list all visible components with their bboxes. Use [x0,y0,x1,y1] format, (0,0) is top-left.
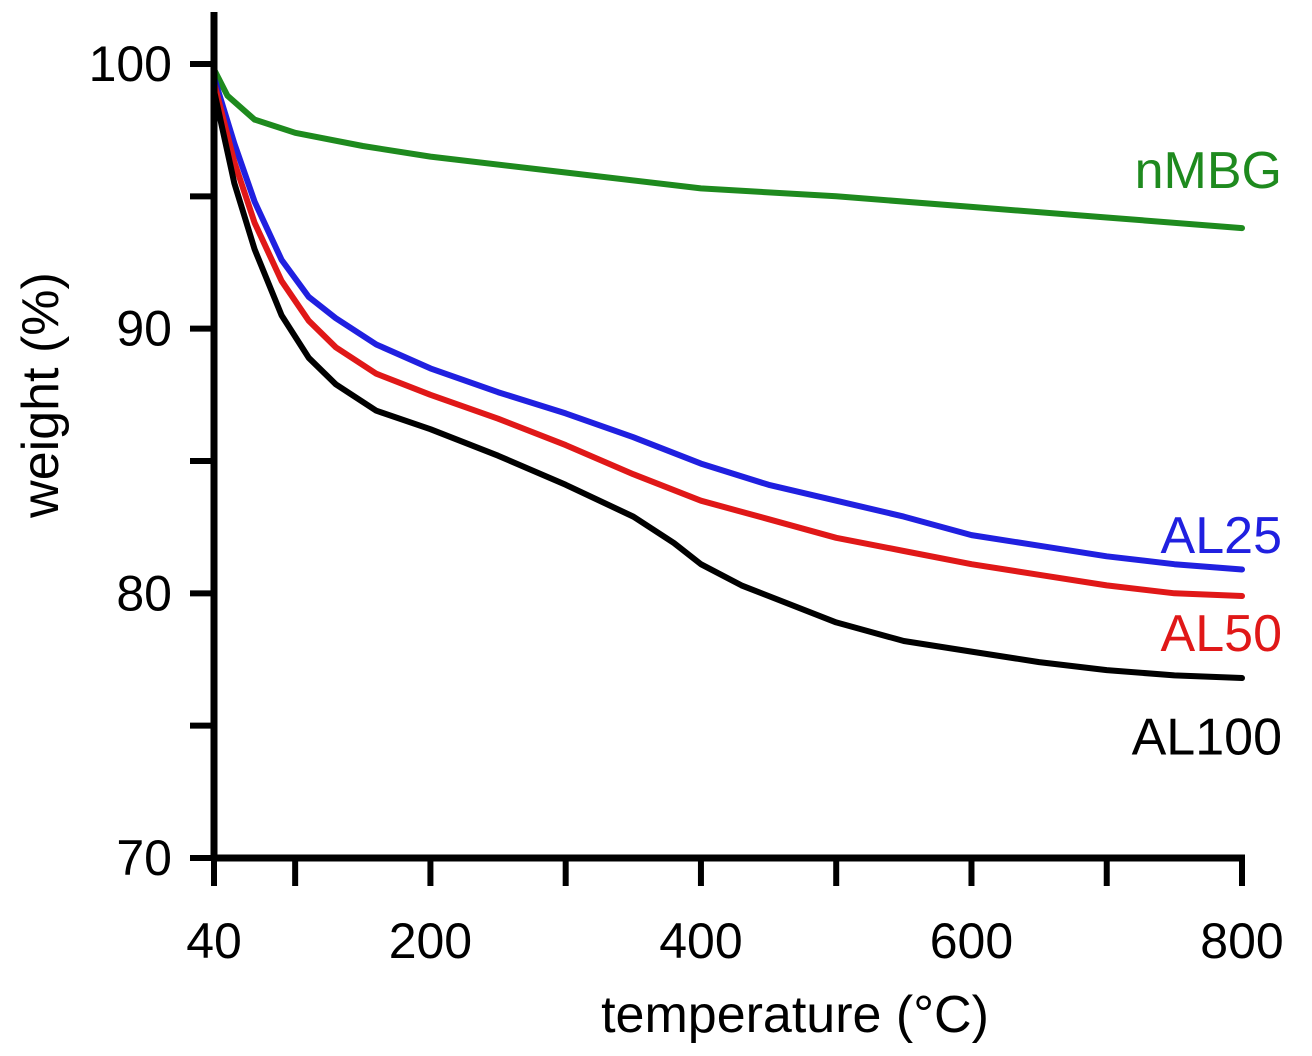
series-label-al50: AL50 [1161,605,1282,663]
x-tick-label: 200 [389,913,472,969]
x-tick-label: 400 [659,913,742,969]
y-axis-title: weight (%) [12,272,70,519]
series-layer: nMBG AL25 AL50 AL100 [211,66,1282,766]
series-line-nmbg [211,66,1245,232]
x-tick-label: 600 [930,913,1013,969]
y-tick-label: 90 [116,301,172,357]
x-tick-label: 800 [1200,913,1283,969]
series-label-nmbg: nMBG [1135,142,1282,200]
x-tick-label: 40 [186,913,242,969]
series-line-al100 [211,87,1245,681]
axes-layer: 70 80 90 100 40 200 400 600 800 [89,12,1284,969]
y-tick-label: 80 [116,565,172,621]
series-line-al25 [211,74,1245,573]
y-tick-label: 70 [116,830,172,886]
x-axis-title: temperature (°C) [601,986,989,1044]
y-tick-label: 100 [89,36,172,92]
series-label-al25: AL25 [1161,507,1282,565]
series-label-al100: AL100 [1132,708,1282,766]
series-line-al50 [211,79,1245,599]
